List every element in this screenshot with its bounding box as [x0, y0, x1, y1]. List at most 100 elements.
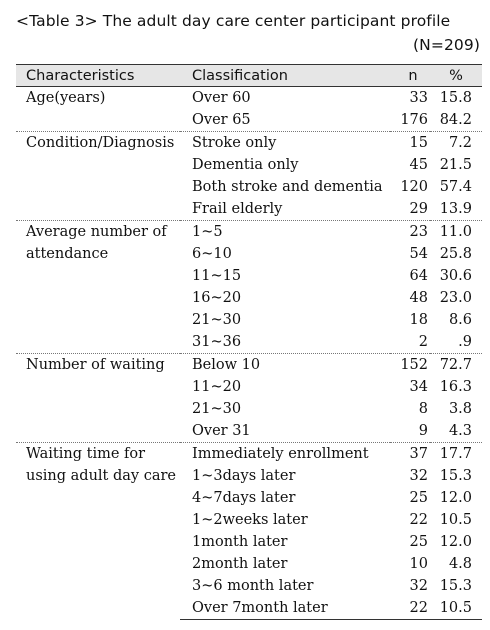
percent-cell: 23.0: [439, 290, 472, 306]
percent-cell: 25.8: [439, 246, 472, 262]
classification-cell: 31~36: [192, 334, 242, 350]
percent-cell: 7.2: [430, 131, 482, 154]
characteristic-cell: Condition/Diagnosis: [16, 131, 180, 221]
n-cell: 48: [409, 290, 428, 306]
table-row: Condition/Diagnosis Stroke only 15 7.2: [16, 131, 482, 221]
table-group: Age(years) Over 60 33 15.8 Over 65 176 84.2: [16, 86, 482, 132]
header-percent: %: [430, 64, 482, 87]
table-row: 31~36 2 .9: [16, 331, 482, 354]
percent-cell: 17.7: [430, 442, 482, 465]
table-row: Over 31 9 4.3: [16, 420, 482, 443]
n-cell: 152: [390, 353, 430, 376]
n-cell: 2: [418, 334, 428, 350]
classification-cell: Stroke only: [180, 131, 390, 154]
table-group: Number of waiting Below 10 152 72.7 11~20 34 1…: [16, 353, 482, 443]
classification-cell: 11~20: [192, 379, 242, 395]
sample-size-label: (N=209): [413, 36, 480, 54]
percent-cell: 21.5: [439, 157, 472, 173]
n-cell: 15: [390, 131, 430, 154]
characteristic-cell: Age(years): [16, 86, 180, 132]
percent-cell: 30.6: [439, 268, 472, 284]
header-classification: Classification: [180, 64, 390, 87]
table-row: 4~7days later 25 12.0: [16, 487, 482, 509]
percent-cell: 15.8: [430, 86, 482, 109]
table-row: 1~2weeks later 22 10.5: [16, 509, 482, 531]
percent-cell: 4.8: [448, 556, 472, 572]
classification-cell: 1~2weeks later: [192, 512, 308, 528]
percent-cell: 11.0: [430, 220, 482, 243]
percent-cell: 8.6: [448, 312, 472, 328]
classification-cell: Frail elderly: [192, 201, 283, 217]
n-cell: 18: [409, 312, 428, 328]
table-group: Condition/Diagnosis Stroke only 15 7.2 Demen…: [16, 131, 482, 221]
characteristic-cell: Waiting time for using adult day care: [16, 442, 180, 620]
n-cell: 54: [409, 246, 428, 262]
n-cell: 10: [409, 556, 428, 572]
percent-cell: 84.2: [439, 112, 472, 128]
table-row: Frail elderly 29 13.9: [16, 198, 482, 221]
participant-profile-table: Characteristics Classification n % Age(y…: [16, 64, 482, 620]
n-cell: 176: [400, 112, 428, 128]
table-row: 3~6 month later 32 15.3: [16, 575, 482, 597]
table-row: 11~15 64 30.6: [16, 265, 482, 287]
table-row: Waiting time for using adult day care Imm…: [16, 442, 482, 620]
n-cell: 22: [409, 512, 428, 528]
table-row: 11~20 34 16.3: [16, 376, 482, 398]
table-row: Over 7month later 22 10.5: [16, 597, 482, 620]
classification-cell: 16~20: [192, 290, 242, 306]
percent-cell: 12.0: [439, 534, 472, 550]
classification-cell: 4~7days later: [192, 490, 296, 506]
classification-cell: 1~5: [180, 220, 390, 243]
percent-cell: 3.8: [448, 401, 472, 417]
classification-cell: 21~30: [192, 312, 242, 328]
classification-cell: 6~10: [192, 246, 232, 262]
n-cell: 9: [418, 423, 428, 439]
classification-cell: Over 65: [192, 112, 251, 128]
n-cell: 29: [409, 201, 428, 217]
percent-cell: 15.3: [439, 578, 472, 594]
table-row: 21~30 8 3.8: [16, 398, 482, 420]
percent-cell: 10.5: [430, 597, 482, 620]
classification-cell: 3~6 month later: [192, 578, 314, 594]
table-title: <Table 3> The adult day care center part…: [16, 12, 451, 30]
n-cell: 25: [409, 490, 428, 506]
percent-cell: 57.4: [439, 179, 472, 195]
percent-cell: .9: [458, 334, 472, 350]
table-row: Average number of attendance 1~5 23 11.0: [16, 220, 482, 354]
n-cell: 34: [409, 379, 428, 395]
n-cell: 64: [409, 268, 428, 284]
classification-cell: 11~15: [192, 268, 242, 284]
table-row: 21~30 18 8.6: [16, 309, 482, 331]
table-row: Age(years) Over 60 33 15.8: [16, 86, 482, 132]
n-cell: 32: [409, 578, 428, 594]
percent-cell: 4.3: [448, 423, 472, 439]
header-n: n: [390, 64, 430, 87]
classification-cell: 2month later: [192, 556, 288, 572]
classification-cell: Below 10: [180, 353, 390, 376]
table-row: 1month later 25 12.0: [16, 531, 482, 553]
classification-cell: 21~30: [192, 401, 242, 417]
header-characteristics: Characteristics: [16, 64, 180, 87]
table-group: Average number of attendance 1~5 23 11.0 6~1…: [16, 220, 482, 354]
n-cell: 45: [409, 157, 428, 173]
percent-cell: 13.9: [439, 201, 472, 217]
table-row: 6~10 54 25.8: [16, 243, 482, 265]
n-cell: 22: [390, 597, 430, 620]
classification-cell: 1~3days later: [192, 468, 296, 484]
n-cell: 25: [409, 534, 428, 550]
classification-cell: Immediately enrollment: [180, 442, 390, 465]
classification-cell: Over 31: [192, 423, 251, 439]
percent-cell: 15.3: [439, 468, 472, 484]
characteristic-cell: Number of waiting: [16, 353, 180, 443]
header-row: Characteristics Classification n %: [16, 64, 482, 87]
n-cell: 33: [390, 86, 430, 109]
table-row: Over 65 176 84.2: [16, 109, 482, 132]
percent-cell: 10.5: [439, 512, 472, 528]
table-row: Dementia only 45 21.5: [16, 154, 482, 176]
table-group: Waiting time for using adult day care Imm…: [16, 442, 482, 620]
table-row: Both stroke and dementia 120 57.4: [16, 176, 482, 198]
n-cell: 8: [418, 401, 428, 417]
n-cell: 23: [390, 220, 430, 243]
percent-cell: 16.3: [439, 379, 472, 395]
table-row: 1~3days later 32 15.3: [16, 465, 482, 487]
